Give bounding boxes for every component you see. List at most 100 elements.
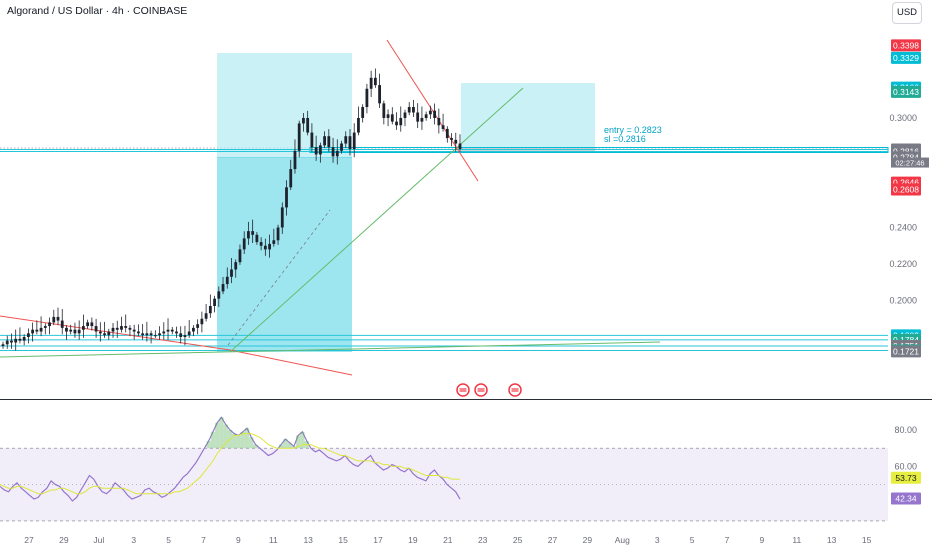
- candle-body: [141, 333, 145, 336]
- price-tag-label: 0.2784: [893, 152, 919, 162]
- time-tick-label: 15: [338, 535, 348, 545]
- candle-body: [395, 121, 398, 126]
- background-layer: [0, 147, 932, 400]
- candle-body: [162, 331, 166, 334]
- support-line: [0, 341, 661, 358]
- flag-stripe: [477, 388, 485, 392]
- candle-body: [107, 331, 111, 336]
- rsi-tag: [891, 471, 921, 484]
- candle-body: [302, 117, 305, 124]
- countdown-tag: [891, 157, 929, 168]
- candle-body: [153, 335, 157, 337]
- price-tag-label: 0.3329: [893, 53, 919, 63]
- candle-body: [348, 136, 352, 150]
- candle-body: [335, 150, 339, 157]
- candle-body: [56, 316, 60, 321]
- time-tick-label: 29: [583, 535, 593, 545]
- downtrend-line-2: [229, 349, 353, 376]
- candle-body: [412, 107, 415, 113]
- candle-body: [26, 333, 30, 338]
- candle-body: [327, 136, 331, 148]
- candle-body: [170, 329, 174, 332]
- candle-body: [35, 329, 39, 332]
- candle-body: [217, 291, 221, 299]
- rsi-tag-label: 53.73: [895, 473, 917, 483]
- candle-body: [272, 240, 276, 244]
- candle-body: [183, 335, 187, 338]
- candle-body: [458, 143, 462, 150]
- candle-body: [357, 117, 360, 133]
- candle-body: [132, 329, 136, 332]
- time-tick-label: 23: [478, 535, 488, 545]
- candle-body: [115, 327, 119, 330]
- candle-body: [187, 331, 191, 336]
- candle-body: [48, 322, 51, 327]
- candle-body: [69, 329, 73, 332]
- candle-body: [361, 107, 365, 118]
- candle-body: [204, 313, 208, 319]
- time-tick-label: 21: [443, 535, 453, 545]
- candle-body: [289, 169, 293, 188]
- rsi-tag-label: 42.34: [895, 494, 917, 504]
- time-tick-label: 3: [131, 535, 136, 545]
- descending-line: [386, 39, 479, 182]
- candle-body: [314, 147, 318, 155]
- position-zones: [217, 53, 889, 352]
- candle-body: [192, 327, 195, 332]
- price-tag: [891, 39, 921, 52]
- candle-body: [43, 326, 47, 328]
- candle-body: [128, 327, 132, 330]
- rsi-pane: [0, 416, 888, 522]
- currency-button[interactable]: USD: [892, 2, 922, 24]
- price-tag-label: 0.1784: [893, 335, 919, 345]
- candle-body: [52, 316, 56, 323]
- candle-body: [137, 331, 140, 334]
- candle-body: [390, 114, 394, 122]
- candle-body: [145, 333, 149, 336]
- candle-body: [369, 77, 373, 89]
- candle-body: [306, 117, 310, 133]
- candle-body: [268, 243, 271, 250]
- time-tick-label: 15: [862, 535, 872, 545]
- price-tags: 0.33980.33290.31660.31430.28270.28160.27…: [891, 39, 929, 505]
- candle-body: [259, 242, 263, 246]
- time-tick-label: 5: [166, 535, 171, 545]
- candle-body: [297, 123, 301, 151]
- long-target-zone: [217, 53, 352, 158]
- candle-body: [65, 327, 68, 332]
- flag-stripe: [459, 388, 467, 392]
- candle-body: [238, 249, 242, 263]
- time-tick-label: 7: [201, 535, 206, 545]
- candle-body: [403, 112, 407, 118]
- candle-body: [399, 117, 403, 126]
- time-tick-label: 13: [303, 535, 313, 545]
- candle-body: [424, 114, 428, 118]
- candle-body: [310, 132, 314, 148]
- candle-body: [416, 112, 420, 122]
- candle-body: [196, 324, 200, 328]
- candle-body: [285, 187, 288, 208]
- candle-body: [251, 231, 255, 235]
- candle-body: [323, 136, 326, 146]
- candle-body: [445, 128, 449, 139]
- sl-label: sl =0.2816: [604, 134, 646, 144]
- price-tag-label: 0.3143: [893, 87, 919, 97]
- dashed-path: [227, 209, 331, 346]
- candle-body: [200, 318, 204, 325]
- candle-body: [94, 326, 98, 332]
- price-tick-label: 0.3000: [889, 113, 917, 123]
- candle-body: [255, 234, 259, 243]
- downtrend-line-1: [0, 315, 231, 351]
- long-position-zone: [217, 157, 352, 352]
- candle-body: [454, 139, 458, 144]
- candle-body: [98, 331, 102, 334]
- price-tag-label: 0.1721: [893, 346, 919, 356]
- candle-body: [149, 333, 153, 336]
- candle-body: [331, 147, 335, 157]
- horizontal-levels: [0, 149, 888, 352]
- uptrend-line: [229, 87, 524, 353]
- candle-body: [382, 103, 386, 118]
- candle-body: [221, 284, 225, 292]
- time-tick-label: 17: [373, 535, 383, 545]
